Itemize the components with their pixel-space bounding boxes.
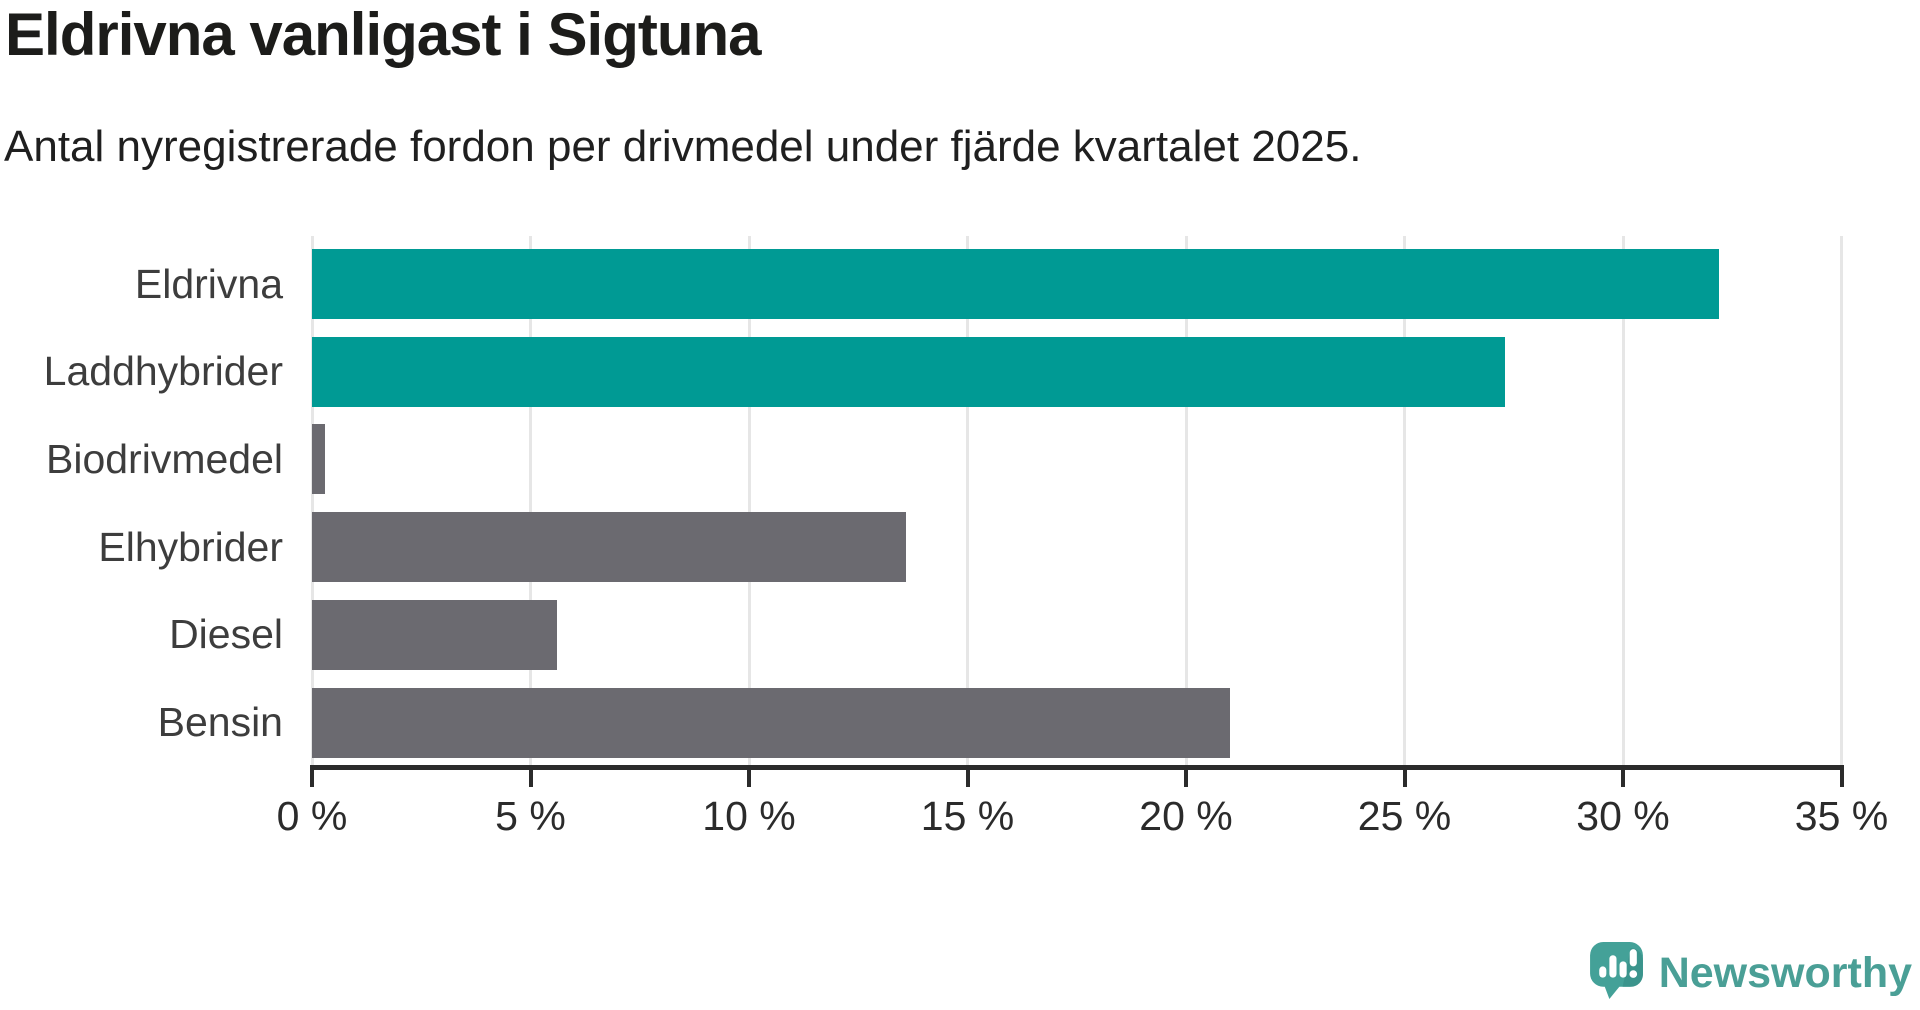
bar-label: Diesel	[169, 611, 283, 658]
x-tick-label: 20 %	[1139, 793, 1233, 839]
chart-title: Eldrivna vanligast i Sigtuna	[5, 1, 762, 68]
chart-subtitle: Antal nyregistrerade fordon per drivmede…	[4, 122, 1362, 171]
grid-line	[747, 236, 751, 765]
grid-line	[529, 236, 532, 765]
x-tick-label: 5 %	[495, 793, 566, 839]
x-tick-label: 35 %	[1794, 793, 1889, 839]
x-tick	[1402, 770, 1407, 787]
grid-line	[966, 236, 969, 765]
x-tick	[747, 770, 751, 787]
x-tick	[965, 770, 970, 787]
x-axis-line	[310, 765, 1844, 770]
bar	[312, 424, 326, 495]
bar-label: Eldrivna	[134, 260, 283, 307]
bar-label: Elhybrider	[98, 523, 283, 570]
bar	[312, 249, 1720, 319]
grid-line	[1840, 236, 1843, 765]
bar	[312, 599, 557, 670]
grid-line	[310, 236, 314, 765]
grid-line	[1184, 236, 1188, 765]
x-tick-label: 0 %	[276, 793, 348, 839]
grid-line	[1403, 236, 1406, 765]
x-tick-label: 25 %	[1357, 793, 1452, 839]
newsworthy-logo-text: Newsworthy	[1658, 948, 1912, 997]
newsworthy-logo: Newsworthy	[1588, 940, 1912, 1006]
bar-label: Laddhybrider	[43, 348, 283, 395]
x-tick-label: 15 %	[920, 793, 1015, 839]
bar	[312, 512, 907, 583]
grid-line	[1621, 236, 1625, 765]
x-tick	[528, 770, 533, 787]
x-tick	[1839, 770, 1844, 787]
newsworthy-marker-icon	[1588, 940, 1645, 1006]
x-tick	[1184, 770, 1188, 787]
bar-label: Bensin	[157, 699, 283, 745]
bar	[312, 687, 1230, 758]
bar	[312, 336, 1505, 407]
x-tick	[310, 770, 314, 787]
x-tick-label: 30 %	[1576, 793, 1670, 839]
x-tick	[1621, 770, 1625, 787]
x-tick-label: 10 %	[702, 793, 796, 839]
bar-label: Biodrivmedel	[46, 435, 283, 482]
